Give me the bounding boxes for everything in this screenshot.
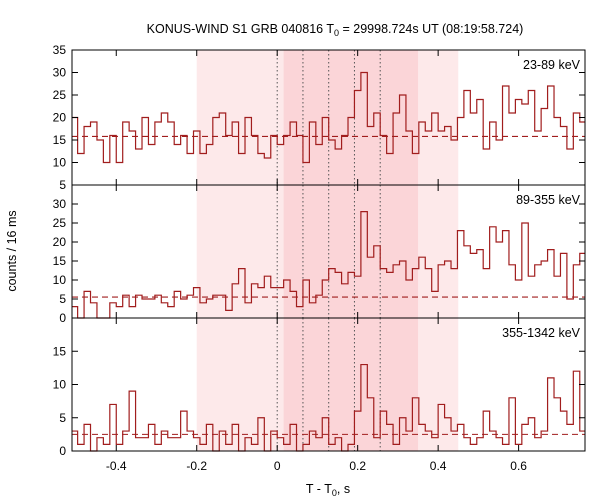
x-tick-label-2: 0 <box>274 459 281 473</box>
panel-label-3: 355-1342 keV <box>502 326 581 340</box>
y-tick-label-1-10: 10 <box>53 156 67 170</box>
x-tick-label-0: -0.4 <box>106 459 127 473</box>
y-tick-label-2-0: 0 <box>59 311 66 325</box>
y-tick-label-3-15: 15 <box>53 344 67 358</box>
y-tick-label-1-15: 15 <box>53 133 67 147</box>
shaded-region-3-2 <box>283 318 419 451</box>
chart-title-pre: KONUS-WIND S1 GRB 040816 T <box>147 22 335 36</box>
series-line-2 <box>72 211 585 319</box>
y-tick-label-2-10: 10 <box>53 273 67 287</box>
x-tick-label-3: 0.2 <box>349 459 366 473</box>
x-tick-label-1: -0.2 <box>186 459 207 473</box>
x-axis-label-pre: T - T <box>306 482 332 496</box>
y-axis-label: counts / 16 ms <box>5 210 19 291</box>
x-tick-label-5: 0.6 <box>510 459 527 473</box>
y-tick-label-2-15: 15 <box>53 254 67 268</box>
panel-label-2: 89-355 keV <box>516 193 581 207</box>
y-tick-label-1-25: 25 <box>53 88 67 102</box>
chart-title: KONUS-WIND S1 GRB 040816 T0 = 29998.724s… <box>147 22 524 38</box>
y-tick-label-1-35: 35 <box>53 43 67 57</box>
y-tick-label-1-5: 5 <box>59 178 66 192</box>
chart-title-sub: 0 <box>334 28 339 38</box>
x-tick-label-4: 0.4 <box>430 459 447 473</box>
panel-label-1: 23-89 keV <box>523 58 581 72</box>
shaded-region-2-2 <box>283 185 419 318</box>
y-tick-label-3-0: 0 <box>59 444 66 458</box>
chart-title-post: = 29998.724s UT (08:19:58.724) <box>339 22 523 36</box>
series-line-3 <box>72 363 585 452</box>
y-tick-label-3-5: 5 <box>59 411 66 425</box>
x-axis-label: T - T0, s <box>306 482 350 498</box>
plot-area: 5 10 15 20 25 30 35 23-89 keV 0 5 10 15 20 25 30 89-355… <box>53 43 586 473</box>
y-tick-label-2-30: 30 <box>53 197 67 211</box>
series-line-1 <box>72 71 585 164</box>
y-tick-label-1-30: 30 <box>53 66 67 80</box>
x-axis-label-sub: 0 <box>332 488 337 498</box>
y-tick-label-2-20: 20 <box>53 235 67 249</box>
y-tick-label-3-10: 10 <box>53 378 67 392</box>
y-tick-label-2-25: 25 <box>53 216 67 230</box>
y-tick-label-2-5: 5 <box>59 292 66 306</box>
x-axis-label-post: , s <box>337 482 350 496</box>
y-tick-label-1-20: 20 <box>53 111 67 125</box>
